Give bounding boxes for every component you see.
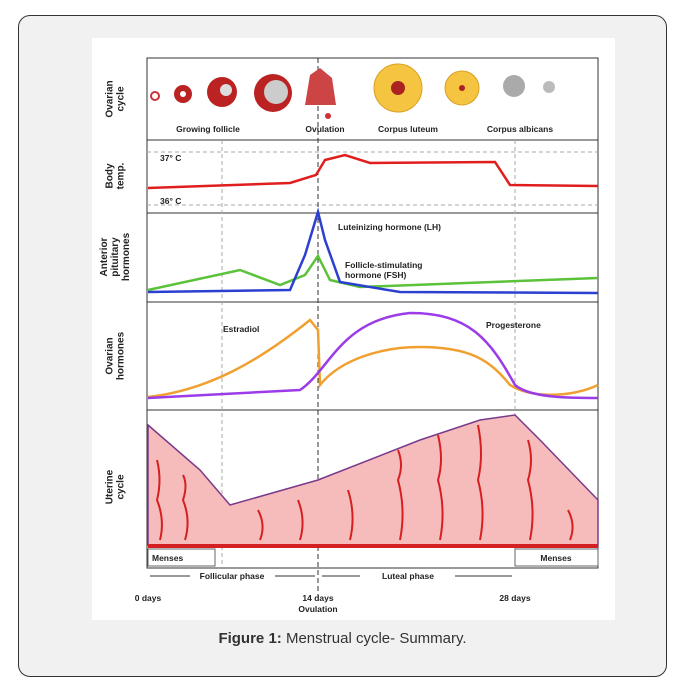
temp-label: 37° C	[160, 153, 181, 163]
day-label: 14 days	[302, 593, 333, 603]
menses-label: Menses	[152, 553, 183, 563]
ovulation-label: Ovulation	[298, 604, 337, 614]
phase-label: Luteal phase	[382, 571, 434, 581]
ovarian-stage: Corpus albicans	[487, 124, 553, 134]
panel-label: cycle	[116, 474, 127, 499]
menses-label: Menses	[540, 553, 571, 563]
day-label: 0 days	[135, 593, 162, 603]
fsh-label: Follicle-stimulating	[345, 260, 422, 270]
panel-label: Ovarian	[105, 337, 116, 374]
panel-label: pituitary	[110, 237, 121, 277]
caption-label: Figure 1:	[218, 630, 281, 647]
panel-label: Ovarian	[105, 80, 116, 117]
ovarian-stage: Ovulation	[305, 124, 344, 134]
panel-label: Body	[105, 163, 116, 188]
caption-text: Menstrual cycle- Summary.	[282, 630, 467, 647]
panel-label: temp.	[116, 162, 127, 189]
temp-label: 36° C	[160, 196, 181, 206]
page: {"figure":{ "panels":[["Ovarian","cycle"…	[0, 0, 685, 657]
panel-label: hormones	[116, 331, 127, 380]
panel-label: hormones	[121, 232, 132, 281]
estradiol-label: Estradiol	[223, 324, 259, 334]
panel-label: Anterior	[99, 237, 110, 276]
ovarian-stage: Growing follicle	[176, 124, 240, 134]
day-label: 28 days	[499, 593, 530, 603]
phase-label: Follicular phase	[200, 571, 265, 581]
lh-label: Luteinizing hormone (LH)	[338, 222, 441, 232]
panel-label: cycle	[116, 86, 127, 111]
ovarian-stage: Corpus luteum	[378, 124, 438, 134]
progesterone-label: Progesterone	[486, 320, 541, 330]
panel-label: Uterine	[105, 469, 116, 504]
fsh-label: hormone (FSH)	[345, 270, 407, 280]
caption: Figure 1: Menstrual cycle- Summary.	[0, 630, 685, 647]
